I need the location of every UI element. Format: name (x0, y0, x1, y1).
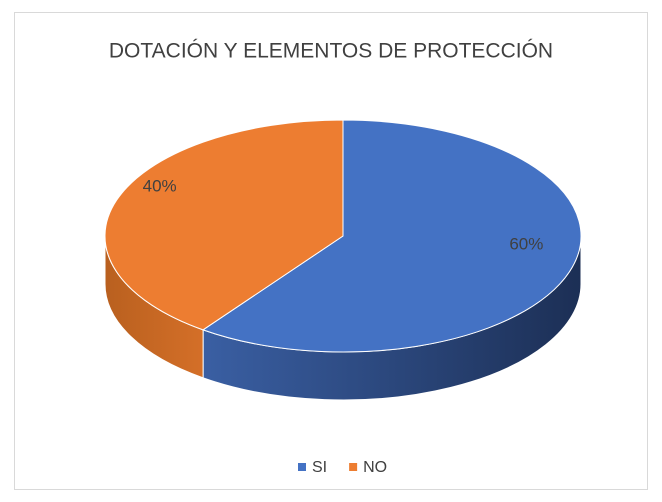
data-label: 40% (143, 176, 177, 195)
legend-label: SI (312, 459, 327, 476)
slice (104, 119, 344, 331)
data-label: 60% (509, 235, 543, 254)
legend-swatch (349, 463, 358, 471)
legend-swatch (298, 463, 306, 471)
slice (202, 119, 582, 353)
chart-title: DOTACIÓN Y ELEMENTOS DE PROTECCIÓN (109, 40, 553, 63)
legend-label: NO (363, 459, 387, 476)
